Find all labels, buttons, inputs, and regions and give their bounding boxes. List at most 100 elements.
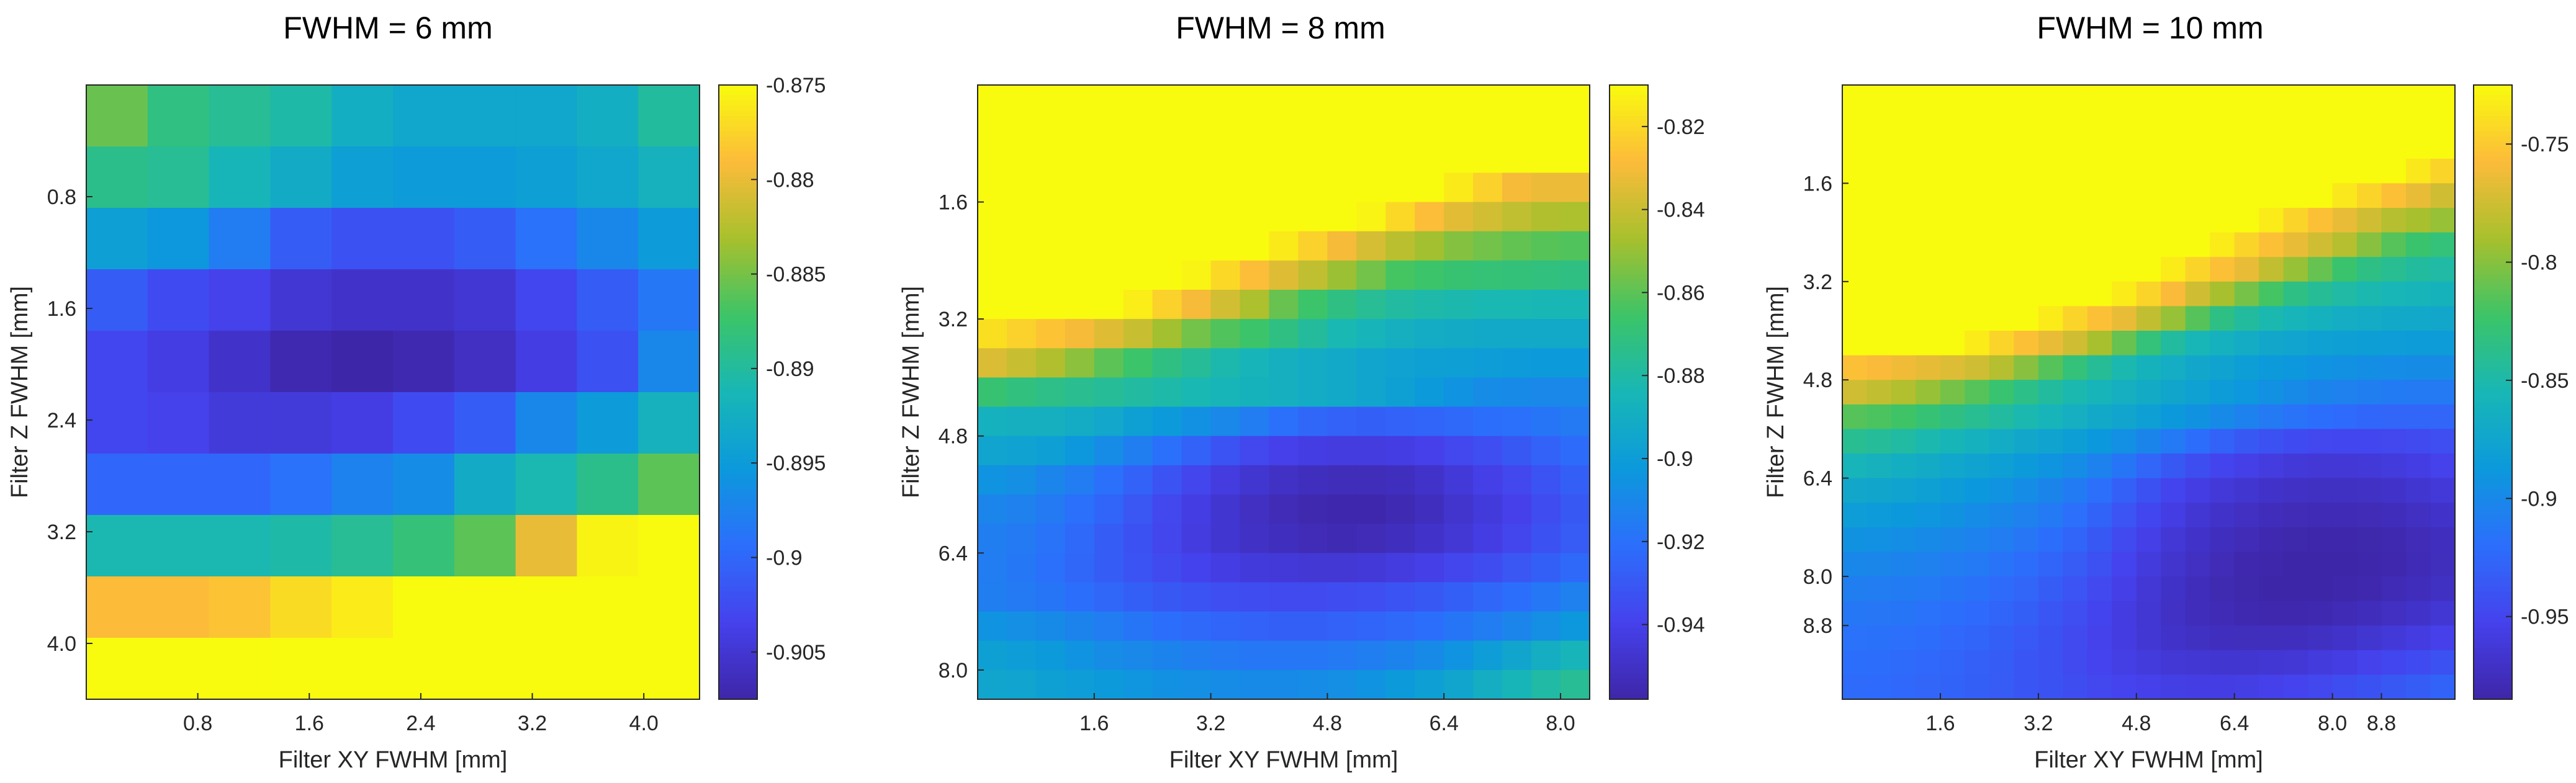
heatmap-cell (2357, 355, 2382, 380)
colorbar-segment (719, 300, 757, 306)
heatmap-cell (2381, 257, 2407, 282)
heatmap-cell (1867, 478, 1892, 503)
heatmap-cell (2136, 454, 2161, 479)
heatmap-cell (1560, 260, 1590, 290)
heatmap-cell (2381, 503, 2407, 528)
y-tick-label: 1.6 (47, 297, 76, 321)
y-axis-label: Filter Z FWHM [mm] (7, 286, 33, 498)
colorbar-segment (1610, 684, 1648, 690)
heatmap-cell (1473, 406, 1503, 437)
heatmap-cell (577, 392, 639, 454)
heatmap-cell (331, 208, 394, 270)
colorbar-segment (719, 627, 757, 633)
colorbar-segment (2474, 269, 2512, 275)
heatmap-cell (1891, 429, 1917, 454)
heatmap-cell (1065, 202, 1095, 232)
colorbar-segment (2474, 535, 2512, 541)
heatmap-cell (1327, 436, 1357, 466)
heatmap-cell (1415, 494, 1444, 524)
heatmap-cell (1891, 281, 1917, 306)
heatmap-cell (2014, 429, 2039, 454)
heatmap-cell (2332, 208, 2358, 233)
heatmap-cell (515, 331, 577, 393)
heatmap-cell (86, 269, 148, 331)
heatmap-cell (2332, 380, 2358, 405)
colorbar-segment (2474, 448, 2512, 454)
heatmap-cell (1444, 202, 1474, 232)
heatmap-cell (393, 515, 455, 577)
heatmap-cell (2381, 576, 2407, 602)
heatmap-cell (2381, 527, 2407, 552)
heatmap-cell (1210, 319, 1241, 349)
heatmap-cell (2430, 208, 2456, 233)
heatmap-cell (1123, 494, 1153, 524)
colorbar-tick-label: -0.905 (766, 641, 826, 664)
heatmap-cell (1940, 306, 1965, 331)
heatmap-cell (1298, 611, 1328, 642)
heatmap-cell (1298, 669, 1328, 700)
heatmap-cell (2234, 85, 2259, 110)
heatmap-cell (1327, 611, 1357, 642)
heatmap-cell (2063, 183, 2088, 208)
heatmap-cell (86, 392, 148, 454)
colorbar-segment (719, 581, 757, 588)
heatmap-cell (1210, 494, 1241, 524)
heatmap-cell (1006, 85, 1037, 115)
heatmap-cell (2136, 109, 2161, 135)
heatmap-cell (1415, 260, 1444, 290)
heatmap-cell (2112, 429, 2137, 454)
heatmap-cell (2259, 527, 2284, 552)
heatmap-cell (2210, 601, 2235, 626)
heatmap-cell (1006, 377, 1037, 408)
heatmap-cell (1006, 669, 1037, 700)
heatmap-cell (1210, 669, 1241, 700)
colorbar-segment (1610, 586, 1648, 593)
colorbar-segment (719, 392, 757, 398)
heatmap-cell (1298, 524, 1328, 553)
colorbar-segment (2474, 479, 2512, 485)
colorbar-segment (719, 177, 757, 183)
heatmap-cell (2332, 158, 2358, 184)
colorbar-segment (1610, 509, 1648, 516)
heatmap-cell (1989, 429, 2014, 454)
heatmap-cell (2406, 625, 2431, 651)
heatmap-cell (2014, 454, 2039, 479)
heatmap-cell (1940, 601, 1965, 626)
colorbar-segment (2474, 341, 2512, 347)
heatmap-cell (1842, 625, 1868, 651)
heatmap-cell (1298, 377, 1328, 408)
heatmap-cell (2381, 331, 2407, 356)
colorbar-segment (2474, 274, 2512, 280)
heatmap-cell (1965, 281, 1990, 306)
heatmap-cell (1094, 406, 1124, 437)
heatmap-cell (978, 553, 1007, 583)
heatmap-cell (1327, 290, 1357, 320)
heatmap-cell (638, 392, 700, 454)
heatmap-cell (1940, 576, 1965, 602)
heatmap-cell (2210, 183, 2235, 208)
heatmap-cell (1916, 355, 1941, 380)
colorbar-segment (1610, 663, 1648, 669)
colorbar-segment (1610, 254, 1648, 260)
heatmap-cell (1298, 260, 1328, 290)
y-tick-label: 1.6 (1803, 172, 1832, 195)
heatmap-cell (978, 436, 1007, 466)
heatmap-cell (1240, 406, 1270, 437)
heatmap-cell (515, 85, 577, 147)
heatmap-cell (1269, 553, 1299, 583)
heatmap-cell (2406, 601, 2431, 626)
heatmap-cell (978, 231, 1007, 261)
heatmap-cell (1965, 158, 1990, 184)
heatmap-cell (2381, 625, 2407, 651)
heatmap-cell (1123, 143, 1153, 174)
colorbar-segment (2474, 156, 2512, 163)
heatmap-cell (454, 85, 516, 147)
heatmap-cell (1916, 454, 1941, 479)
colorbar-segment (2474, 172, 2512, 178)
colorbar-segment (2474, 607, 2512, 613)
heatmap-cell (2234, 134, 2259, 159)
heatmap-cell (2283, 576, 2308, 602)
colorbar-segment (719, 586, 757, 593)
heatmap-cell (2161, 478, 2186, 503)
heatmap-cell (2210, 85, 2235, 110)
